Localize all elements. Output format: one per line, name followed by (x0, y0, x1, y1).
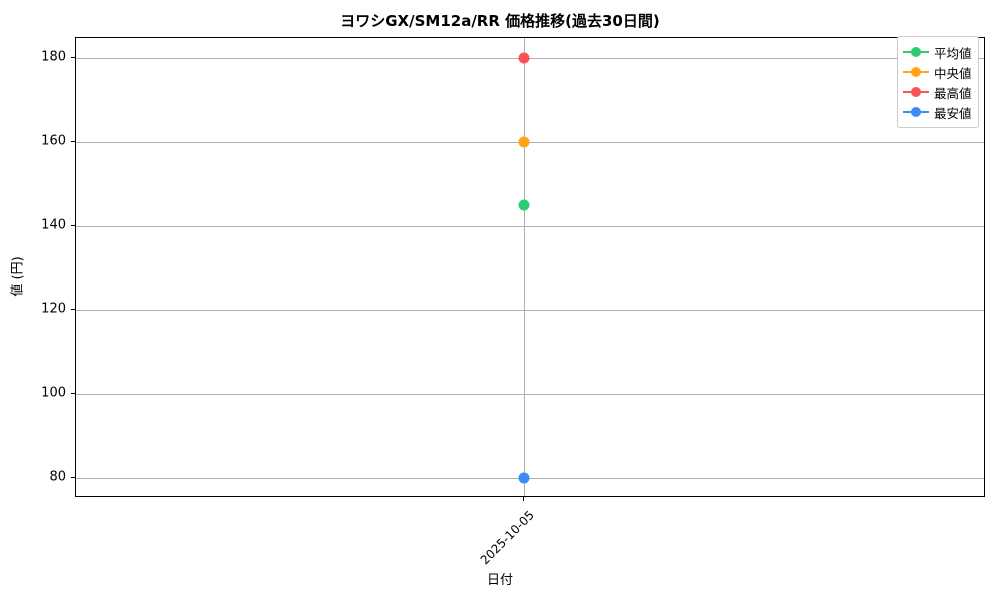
y-tick-label: 180 (41, 49, 66, 65)
x-tick-label: 2025-10-05 (477, 508, 537, 568)
gridline-vertical (523, 38, 525, 496)
gridline-horizontal (76, 393, 984, 395)
gridline-horizontal (76, 477, 984, 479)
y-tick-label: 140 (41, 217, 66, 233)
legend-swatch-icon (903, 86, 929, 98)
legend-dot-icon (911, 87, 921, 97)
y-axis-title: 値 (円) (10, 256, 26, 297)
y-tick-mark (71, 308, 75, 310)
legend-label: 最安値 (934, 105, 972, 121)
legend-item-中央値[interactable]: 中央値 (903, 62, 972, 82)
y-tick-mark (71, 57, 75, 59)
x-tick-mark (522, 497, 524, 501)
y-tick-mark (71, 476, 75, 478)
legend-dot-icon (911, 107, 921, 117)
gridline-horizontal (76, 58, 984, 60)
y-tick-label: 120 (41, 301, 66, 317)
y-tick-mark (71, 141, 75, 143)
legend-label: 平均値 (934, 45, 972, 61)
legend-dot-icon (911, 47, 921, 57)
legend-item-最安値[interactable]: 最安値 (903, 102, 972, 122)
gridline-horizontal (76, 309, 984, 311)
chart-title: ヨワシGX/SM12a/RR 価格推移(過去30日間) (340, 12, 660, 30)
plot-area (75, 37, 985, 497)
data-point-中央値 (518, 136, 530, 148)
legend-label: 中央値 (934, 65, 972, 81)
legend-item-最高値[interactable]: 最高値 (903, 82, 972, 102)
data-point-平均値 (518, 199, 530, 211)
y-tick-label: 160 (41, 133, 66, 149)
y-tick-label: 80 (49, 469, 66, 485)
gridline-horizontal (76, 226, 984, 228)
x-axis-title: 日付 (486, 573, 513, 588)
y-tick-label: 100 (41, 385, 66, 401)
gridline-horizontal (76, 142, 984, 144)
legend-swatch-icon (903, 46, 929, 58)
y-tick-mark (71, 392, 75, 394)
legend-swatch-icon (903, 106, 929, 118)
data-point-最安値 (518, 472, 530, 484)
legend-dot-icon (911, 67, 921, 77)
data-point-最高値 (518, 52, 530, 64)
legend-swatch-icon (903, 66, 929, 78)
chart-legend[interactable]: 平均値中央値最高値最安値 (897, 36, 979, 128)
legend-item-平均値[interactable]: 平均値 (903, 42, 972, 62)
y-tick-mark (71, 225, 75, 227)
legend-label: 最高値 (934, 85, 972, 101)
